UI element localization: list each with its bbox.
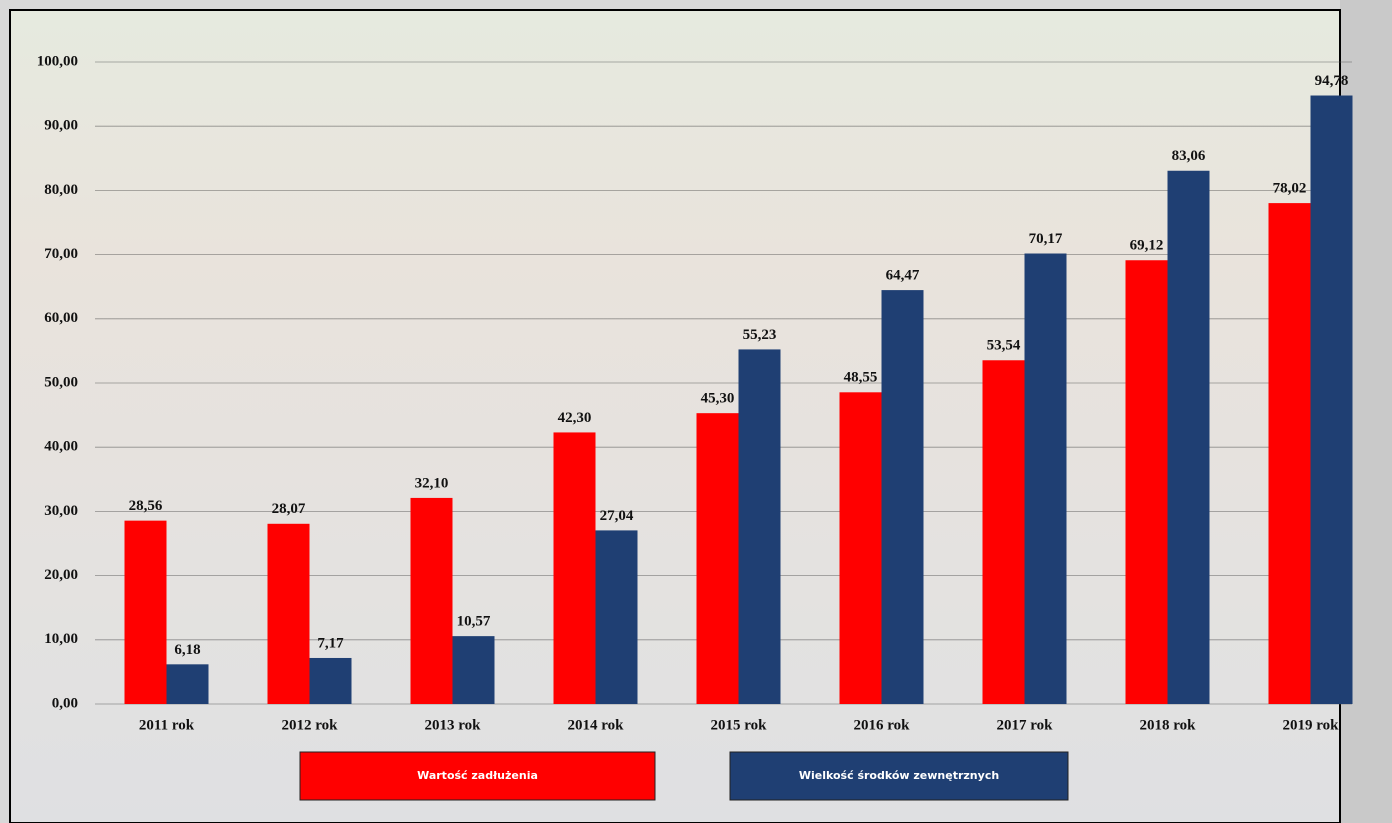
x-tick-label: 2011 rok (139, 717, 195, 733)
y-tick-label: 100,00 (37, 53, 78, 69)
bar (595, 530, 638, 704)
y-tick-label: 70,00 (44, 246, 78, 262)
value-label: 94,78 (1315, 73, 1349, 89)
y-tick-label: 80,00 (44, 182, 78, 198)
value-label: 10,57 (457, 614, 491, 630)
legend-swatch (729, 751, 1069, 801)
legend-label: Wielkość środków zewnętrznych (799, 769, 999, 782)
background (9, 9, 1341, 823)
x-tick-label: 2013 rok (425, 717, 482, 733)
value-label: 28,07 (272, 501, 306, 517)
y-tick-label: 90,00 (44, 118, 78, 134)
bar (553, 432, 596, 704)
bar (1310, 95, 1353, 705)
bar (1268, 203, 1311, 704)
y-tick-label: 60,00 (44, 310, 78, 326)
y-tick-label: 50,00 (44, 374, 78, 390)
y-tick-label: 0,00 (52, 695, 78, 711)
value-label: 42,30 (558, 410, 592, 426)
value-label: 55,23 (743, 327, 777, 343)
bar (982, 360, 1025, 704)
bar (881, 290, 924, 704)
x-tick-label: 2012 rok (282, 717, 339, 733)
value-label: 70,17 (1029, 231, 1063, 247)
y-tick-label: 40,00 (44, 439, 78, 455)
bar (1125, 260, 1168, 704)
bar (1167, 170, 1210, 704)
bar (124, 520, 167, 704)
y-tick-label: 30,00 (44, 503, 78, 519)
value-label: 83,06 (1172, 148, 1206, 164)
value-label: 53,54 (987, 338, 1021, 354)
x-tick-label: 2017 rok (997, 717, 1054, 733)
value-label: 32,10 (415, 475, 449, 491)
bar (309, 657, 352, 704)
x-tick-label: 2018 rok (1140, 717, 1197, 733)
value-label: 7,17 (317, 635, 344, 651)
legend-swatch (299, 751, 656, 801)
value-label: 48,55 (844, 370, 878, 386)
value-label: 27,04 (600, 508, 634, 524)
bar (452, 636, 495, 704)
bar (410, 497, 453, 704)
value-label: 64,47 (886, 268, 920, 284)
bar (696, 413, 739, 704)
legend-label: Wartość zadłużenia (417, 769, 538, 782)
x-tick-label: 2016 rok (854, 717, 911, 733)
bar (1024, 253, 1067, 704)
bar (267, 523, 310, 704)
x-tick-label: 2015 rok (711, 717, 768, 733)
y-tick-label: 20,00 (44, 567, 78, 583)
bar (839, 392, 882, 704)
bar (166, 664, 209, 704)
value-label: 78,02 (1273, 181, 1307, 197)
value-label: 6,18 (174, 642, 200, 658)
x-tick-label: 2019 rok (1283, 717, 1340, 733)
x-tick-label: 2014 rok (568, 717, 625, 733)
value-label: 69,12 (1130, 238, 1164, 254)
value-label: 45,30 (701, 391, 735, 407)
value-label: 28,56 (129, 498, 163, 514)
bar (738, 349, 781, 704)
y-tick-label: 10,00 (44, 631, 78, 647)
